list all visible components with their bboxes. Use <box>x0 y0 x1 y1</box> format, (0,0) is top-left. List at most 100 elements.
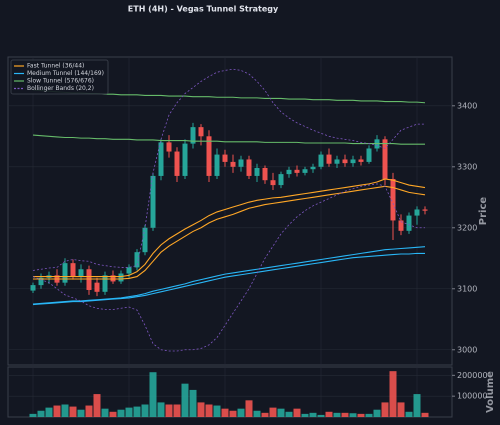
volume-bar <box>85 405 93 417</box>
volume-bar <box>53 405 61 417</box>
volume-bar <box>365 413 373 417</box>
plot-area <box>29 68 429 417</box>
volume-bar <box>125 407 133 417</box>
volume-bar <box>69 406 77 417</box>
candle-body <box>294 169 300 173</box>
candle-body <box>134 252 140 268</box>
overlay-line <box>32 246 426 305</box>
volume-bar <box>101 408 109 417</box>
candle-body <box>398 220 404 231</box>
candle-body <box>62 263 68 283</box>
volume-bar <box>341 412 349 417</box>
candle-body <box>326 154 332 164</box>
candle-body <box>302 169 308 173</box>
volume-bar <box>397 402 405 417</box>
volume-bar <box>261 412 269 417</box>
volume-bar <box>165 404 173 417</box>
candle-body <box>30 285 36 291</box>
candle-body <box>262 168 268 181</box>
volume-bar <box>29 413 37 417</box>
legend: Fast Tunnel (36/44)Medium Tunnel (144/16… <box>10 59 109 95</box>
candle-body <box>334 159 340 164</box>
volume-bar <box>309 412 317 417</box>
volume-bar <box>421 412 429 417</box>
candle-body <box>158 142 164 176</box>
candle-body <box>198 127 204 137</box>
y-tick-label: 3400 <box>457 101 477 110</box>
price-panel <box>7 56 453 366</box>
candle-body <box>38 277 44 286</box>
volume-bar <box>317 414 325 417</box>
overlay-line <box>32 134 425 145</box>
y-tick-label: 3300 <box>457 162 477 171</box>
volume-bar <box>117 409 125 417</box>
volume-bar <box>357 413 365 417</box>
candle-body <box>406 215 412 231</box>
volume-bar <box>141 404 149 417</box>
candle-body <box>422 209 428 211</box>
volume-bar <box>221 408 229 417</box>
volume-bar <box>93 394 101 417</box>
overlay-line <box>32 252 425 306</box>
candle-body <box>94 282 100 292</box>
volume-bar <box>237 408 245 417</box>
volume-bar <box>61 404 69 417</box>
volume-bar <box>37 410 45 417</box>
volume-bar <box>349 413 357 417</box>
legend-label: Medium Tunnel (144/169) <box>27 70 104 77</box>
volume-bar <box>373 409 381 417</box>
legend-label: Slow Tunnel (576/676) <box>27 78 94 85</box>
candle-body <box>70 263 76 277</box>
candle-body <box>358 159 364 162</box>
legend-label: Fast Tunnel (36/44) <box>27 63 84 70</box>
volume-bar <box>269 407 277 417</box>
candle-body <box>254 168 260 176</box>
volume-bar <box>197 402 205 417</box>
volume-bar <box>245 400 253 417</box>
volume-bar <box>189 389 197 417</box>
volume-bar <box>149 372 157 417</box>
y-tick-label: 200000 <box>457 371 488 380</box>
volume-bar <box>405 411 413 417</box>
candle-body <box>238 159 244 167</box>
overlay-line <box>33 185 426 280</box>
volume-bar <box>181 383 189 417</box>
y-tick-label: 3100 <box>457 284 477 293</box>
candle-body <box>222 154 228 162</box>
volume-bar <box>389 371 397 417</box>
volume-bar <box>45 407 53 417</box>
volume-bar <box>333 412 341 417</box>
candle-body <box>118 273 124 282</box>
candle-body <box>318 154 324 167</box>
volume-bar <box>381 402 389 417</box>
legend-box <box>10 59 109 95</box>
volume-bar <box>157 402 165 417</box>
volume-bar <box>285 411 293 417</box>
volume-bar <box>301 413 309 417</box>
candle-body <box>366 148 372 162</box>
volume-bar <box>109 411 117 417</box>
candle-body <box>110 275 116 282</box>
volume-bar <box>229 410 237 417</box>
volume-bar <box>173 404 181 417</box>
candle-body <box>390 178 396 221</box>
candle-body <box>78 269 84 277</box>
candle-body <box>278 174 284 186</box>
candle-body <box>142 227 148 253</box>
volume-bar <box>325 411 333 417</box>
candle-body <box>150 175 156 228</box>
volume-bar <box>253 410 261 417</box>
overlay-line <box>32 68 425 271</box>
volume-bar <box>213 405 221 417</box>
candle-body <box>246 159 252 176</box>
y-tick-label: 100000 <box>457 392 488 401</box>
candle-body <box>182 143 188 176</box>
candle-body <box>310 166 316 170</box>
candle-body <box>102 275 108 292</box>
candle-body <box>382 139 388 179</box>
volume-bar <box>133 406 141 417</box>
legend-label: Bollinger Bands (20,2) <box>27 85 94 92</box>
candle-body <box>342 159 348 164</box>
candle-body <box>174 151 180 176</box>
